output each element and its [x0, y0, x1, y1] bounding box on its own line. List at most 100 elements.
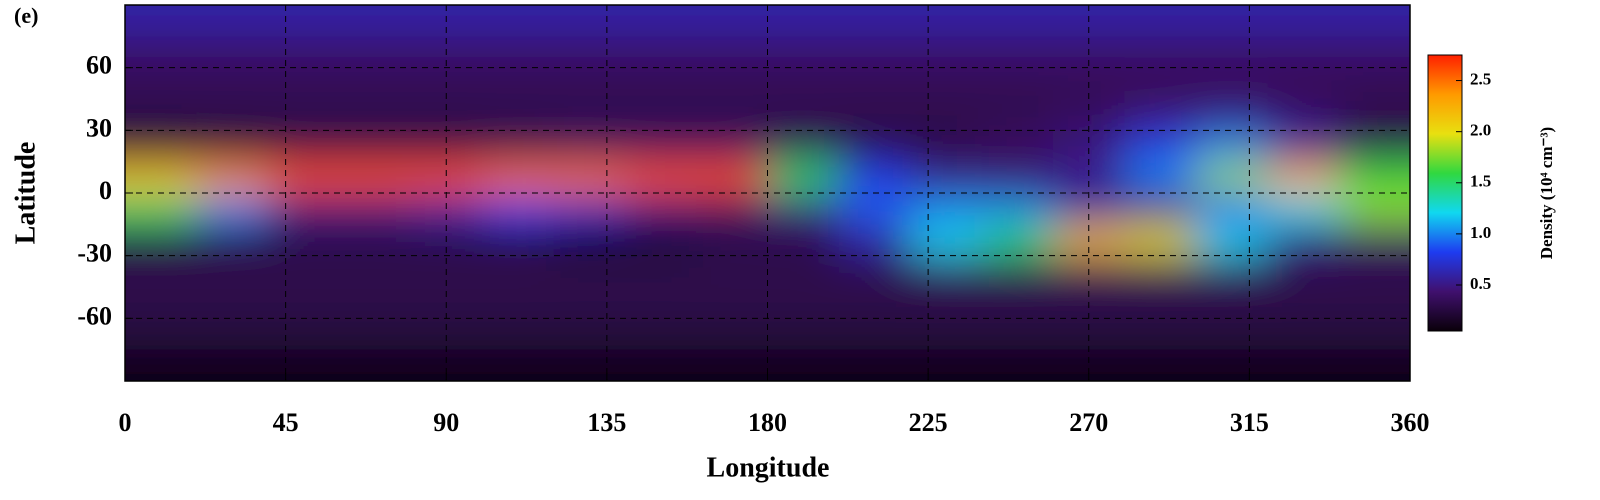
- heat-cell: [981, 67, 1055, 100]
- heat-cell: [1195, 130, 1269, 163]
- heat-cell: [1124, 5, 1197, 38]
- heat-cell: [339, 99, 412, 132]
- heat-cell: [767, 349, 840, 381]
- heat-cell: [910, 224, 983, 257]
- heat-cell: [267, 161, 341, 194]
- heat-cell: [481, 130, 555, 163]
- heat-cell: [125, 224, 198, 257]
- y-tick-label: -30: [77, 239, 112, 268]
- heat-cell: [624, 349, 698, 381]
- heat-cell: [125, 130, 198, 163]
- heat-cell: [624, 36, 698, 69]
- heat-cell: [553, 349, 626, 381]
- x-tick-label: 0: [119, 408, 132, 437]
- heat-cell: [196, 318, 269, 351]
- heat-cell: [1053, 161, 1126, 194]
- heat-cell: [696, 193, 769, 226]
- heat-cell: [410, 161, 483, 194]
- heat-cell: [696, 99, 769, 132]
- heat-cell: [553, 99, 626, 132]
- heat-cell: [1338, 224, 1410, 257]
- heat-cell: [1267, 161, 1340, 194]
- heat-cell: [624, 224, 698, 257]
- heat-cell: [1267, 224, 1340, 257]
- heat-cell: [910, 161, 983, 194]
- heat-cell: [696, 67, 769, 100]
- heat-cell: [1124, 287, 1197, 320]
- heat-cell: [696, 224, 769, 257]
- heat-cell: [767, 318, 840, 351]
- heat-cell: [481, 36, 555, 69]
- heat-cell: [267, 130, 341, 163]
- heat-cell: [1124, 224, 1197, 257]
- heat-cell: [125, 193, 198, 226]
- heat-cell: [1267, 36, 1340, 69]
- heat-cell: [838, 318, 912, 351]
- heat-cell: [624, 67, 698, 100]
- colorbar: [1427, 54, 1463, 332]
- heat-cell: [838, 130, 912, 163]
- heat-cell: [339, 349, 412, 381]
- heat-cell: [624, 5, 698, 38]
- heat-cell: [339, 130, 412, 163]
- x-tick-label: 135: [587, 408, 626, 437]
- heat-cell: [838, 99, 912, 132]
- heat-cell: [1195, 36, 1269, 69]
- colorbar-tick-label: 2.5: [1470, 69, 1491, 88]
- y-tick-label: 30: [86, 113, 112, 142]
- heat-cell: [696, 318, 769, 351]
- heat-cell: [696, 161, 769, 194]
- heat-cell: [1195, 224, 1269, 257]
- heat-cell: [481, 5, 555, 38]
- heat-cell: [125, 318, 198, 351]
- heat-cell: [624, 130, 698, 163]
- heat-cell: [1267, 130, 1340, 163]
- heat-cell: [196, 193, 269, 226]
- heat-cell: [196, 99, 269, 132]
- heat-cell: [981, 287, 1055, 320]
- heat-cell: [1195, 161, 1269, 194]
- y-tick-label: 0: [99, 176, 112, 205]
- colorbar-tick-label: 1.5: [1470, 172, 1491, 191]
- x-tick-label: 90: [433, 408, 459, 437]
- heat-cell: [838, 255, 912, 288]
- heat-cell: [981, 130, 1055, 163]
- heat-cell: [1195, 67, 1269, 100]
- heat-cell: [1267, 5, 1340, 38]
- heat-cell: [1124, 255, 1197, 288]
- heat-cell: [267, 99, 341, 132]
- heat-cell: [1338, 287, 1410, 320]
- heat-cell: [481, 287, 555, 320]
- heat-cell: [1267, 287, 1340, 320]
- colorbar-label: Density (10⁴ cm⁻³): [1537, 127, 1556, 259]
- heat-cell: [1195, 193, 1269, 226]
- heat-cell: [1267, 349, 1340, 381]
- heat-cell: [481, 255, 555, 288]
- heat-cell: [910, 318, 983, 351]
- heat-cell: [1338, 193, 1410, 226]
- heat-cell: [410, 130, 483, 163]
- y-tick-label: 60: [86, 51, 112, 80]
- heat-cell: [125, 287, 198, 320]
- heat-cell: [481, 349, 555, 381]
- heat-cell: [196, 224, 269, 257]
- heat-cell: [981, 255, 1055, 288]
- heat-cell: [553, 255, 626, 288]
- colorbar-tick-label: 0.5: [1470, 274, 1491, 293]
- heat-cell: [1053, 130, 1126, 163]
- heat-cell: [481, 224, 555, 257]
- heat-cell: [981, 193, 1055, 226]
- heat-cell: [910, 130, 983, 163]
- colorbar-tick-label: 2.0: [1470, 121, 1491, 140]
- heat-cell: [196, 130, 269, 163]
- heat-cell: [196, 67, 269, 100]
- heat-cell: [981, 5, 1055, 38]
- heat-cell: [696, 255, 769, 288]
- heat-cell: [767, 255, 840, 288]
- heat-cell: [339, 287, 412, 320]
- heat-cell: [910, 193, 983, 226]
- heat-cell: [1338, 67, 1410, 100]
- heat-cell: [1124, 36, 1197, 69]
- heat-cell: [767, 224, 840, 257]
- y-axis-label: Latitude: [10, 142, 41, 245]
